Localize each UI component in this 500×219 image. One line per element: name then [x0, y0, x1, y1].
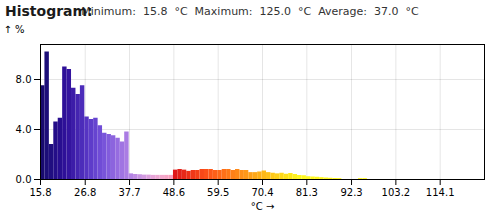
html-text:Histogram:: Histogram: — [5, 3, 93, 19]
svg-text:4.0: 4.0 — [16, 124, 32, 135]
svg-text:59.5: 59.5 — [207, 187, 229, 198]
svg-text:26.8: 26.8 — [74, 187, 96, 198]
svg-text:0.0: 0.0 — [16, 174, 32, 185]
svg-text:↑ %: ↑ % — [4, 24, 25, 35]
svg-text:8.0: 8.0 — [16, 74, 32, 85]
svg-text:103.2: 103.2 — [382, 187, 411, 198]
svg-text:114.1: 114.1 — [426, 187, 455, 198]
svg-text:°C →: °C → — [251, 201, 275, 212]
svg-text:70.4: 70.4 — [251, 187, 273, 198]
svg-text:92.3: 92.3 — [340, 187, 362, 198]
svg-text:15.8: 15.8 — [29, 187, 51, 198]
svg-text:48.6: 48.6 — [163, 187, 185, 198]
svg-text:37.7: 37.7 — [118, 187, 140, 198]
svg-text:81.3: 81.3 — [296, 187, 318, 198]
html-text:Minimum: 15.8 °C Maximum: 125.: Minimum: 15.8 °C Maximum: 125.0 °C Avera… — [81, 5, 419, 18]
